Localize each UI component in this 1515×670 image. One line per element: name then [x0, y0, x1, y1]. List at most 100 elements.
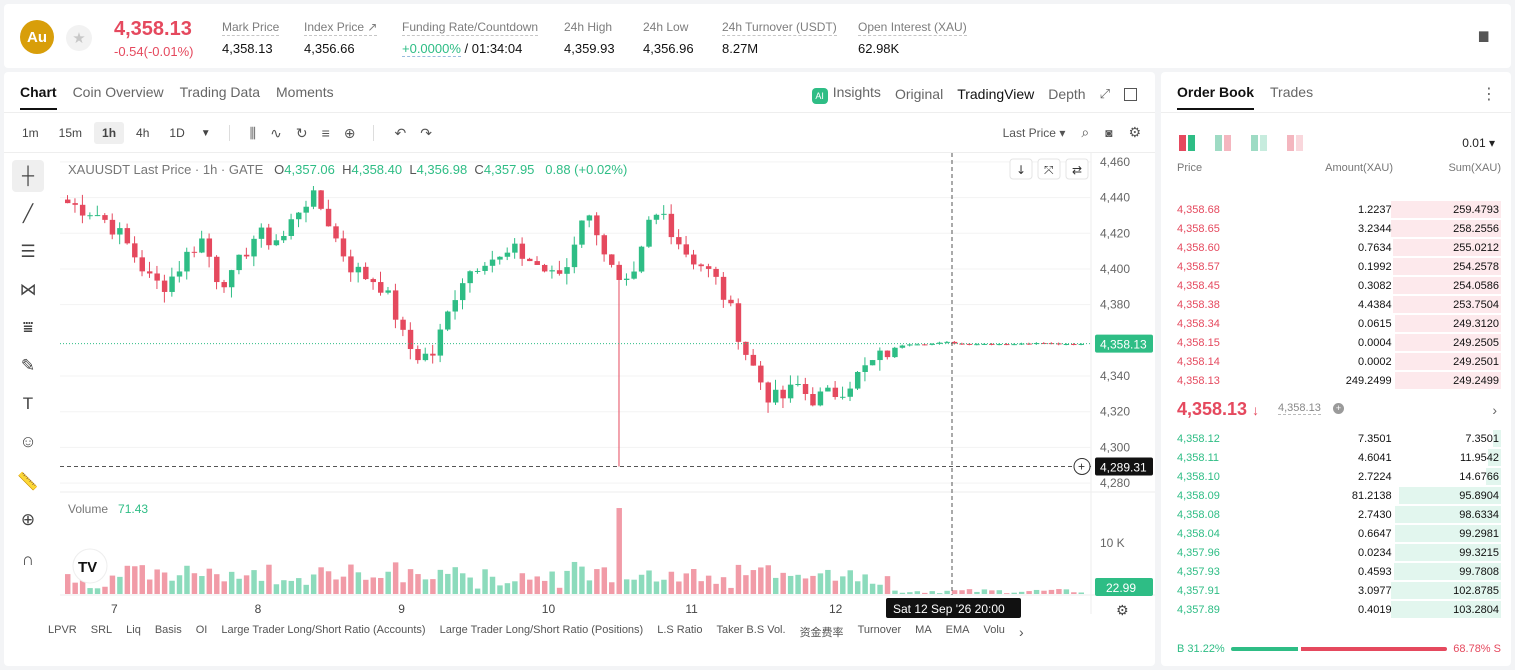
candle-body [594, 215, 600, 236]
timeframe-dropdown-icon[interactable]: ▼ [200, 127, 211, 139]
tab-depth[interactable]: Depth [1048, 86, 1086, 102]
orderbook-row[interactable]: 4,358.10 2.7224 14.6766 [1161, 467, 1511, 486]
crosshair-icon[interactable]: ┼ [12, 160, 44, 192]
orderbook-row[interactable]: 4,358.09 81.2138 95.8904 [1161, 486, 1511, 505]
orderbook-row[interactable]: 4,358.13 249.2499 249.2499 [1161, 371, 1511, 390]
orderbook-row[interactable]: 4,357.89 0.4019 103.2804 [1161, 600, 1511, 619]
more-icon[interactable]: ⋮ [1481, 86, 1497, 103]
templates-icon[interactable]: ≡ [321, 125, 330, 141]
undo-icon[interactable]: ↶ [394, 124, 407, 141]
indicators-icon[interactable]: ∿ [270, 124, 282, 141]
volume-bar [981, 589, 988, 594]
orderbook-row[interactable]: 4,358.45 0.3082 254.0586 [1161, 276, 1511, 295]
settings-icon[interactable]: ⚙ [1128, 124, 1141, 140]
trend-line-icon[interactable]: ╱ [22, 204, 34, 223]
expand-icon[interactable]: ⤢ [1099, 86, 1110, 101]
mode-bids-icon[interactable] [1215, 135, 1231, 151]
indicator-item[interactable]: Liq [126, 624, 141, 636]
tab-moments[interactable]: Moments [276, 84, 334, 100]
orderbook-row[interactable]: 4,358.15 0.0004 249.2505 [1161, 333, 1511, 352]
down-arrow-icon: ↓ [1252, 402, 1260, 418]
tab-order-book[interactable]: Order Book [1177, 84, 1255, 110]
orderbook-row[interactable]: 4,358.38 4.4384 253.7504 [1161, 295, 1511, 314]
indicator-item[interactable]: OI [195, 624, 208, 636]
replay-icon[interactable]: ↻ [295, 124, 308, 141]
indicator-item[interactable]: Large Trader Long/Short Ratio (Accounts) [221, 624, 426, 636]
fib-icon[interactable]: ⩸ [22, 318, 34, 337]
tab-original[interactable]: Original [894, 86, 944, 102]
orderbook-row[interactable]: 4,358.11 4.6041 11.9542 [1161, 448, 1511, 467]
orderbook-row[interactable]: 4,358.57 0.1992 254.2578 [1161, 257, 1511, 276]
candle-body [728, 299, 734, 304]
chevron-right-icon[interactable]: › [1018, 624, 1024, 640]
cursor-price-tag: 4,289.31 [1100, 460, 1147, 474]
timeframe-1m[interactable]: 1m [22, 126, 39, 140]
orderbook-row[interactable]: 4,357.91 3.0977 102.8785 [1161, 581, 1511, 600]
precision-select[interactable]: 0.01 ▾ [1462, 136, 1495, 150]
indicator-item[interactable]: Turnover [857, 624, 902, 636]
add-alert-icon[interactable]: ⊕ [343, 124, 356, 141]
camera-icon[interactable]: ◙ [1105, 125, 1113, 140]
candle-body [974, 344, 980, 346]
ruler-icon[interactable]: 📏 [17, 472, 39, 491]
indicator-item[interactable]: SRL [90, 624, 113, 636]
timeframe-4h[interactable]: 4h [136, 126, 150, 140]
price-chart[interactable]: 4,460 4,440 4,420 4,400 4,380 4,340 4,320 4,300… [4, 72, 1155, 666]
text-tool-icon[interactable]: T [22, 394, 34, 413]
indicator-item[interactable]: EMA [945, 624, 970, 636]
stat-index-price[interactable]: Index Price ↗ 4,356.66 [304, 18, 378, 56]
mode-both-icon[interactable] [1179, 135, 1195, 151]
indicator-item[interactable]: Taker B.S Vol. [716, 624, 786, 636]
orderbook-row[interactable]: 4,358.04 0.6647 99.2981 [1161, 524, 1511, 543]
indicator-item[interactable]: Volu [983, 624, 1005, 636]
emoji-icon[interactable]: ☺ [19, 432, 37, 451]
orderbook-row[interactable]: 4,358.60 0.7634 255.0212 [1161, 238, 1511, 257]
orderbook-row[interactable]: 4,357.93 0.4593 99.7808 [1161, 562, 1511, 581]
candle-body [310, 190, 317, 207]
candle-body [661, 213, 667, 215]
tab-coin-overview[interactable]: Coin Overview [72, 84, 164, 100]
indicator-item[interactable]: 资金费率 [799, 627, 844, 639]
tab-chart[interactable]: Chart [20, 84, 57, 110]
orderbook-row[interactable]: 4,358.68 1.2237 259.4793 [1161, 200, 1511, 219]
orderbook-row[interactable]: 4,358.14 0.0002 249.2501 [1161, 352, 1511, 371]
horizontal-lines-icon[interactable]: ☰ [20, 242, 36, 261]
timeframe-1h[interactable]: 1h [94, 122, 125, 144]
volume-bar [370, 577, 377, 594]
orderbook-row[interactable]: 4,358.34 0.0615 249.3120 [1161, 314, 1511, 333]
indicator-item[interactable]: Basis [154, 624, 182, 636]
window-icon[interactable] [1124, 87, 1137, 101]
magnet-icon[interactable]: ∩ [21, 550, 35, 569]
favorite-star-icon[interactable]: ★ [66, 25, 92, 51]
tab-trades[interactable]: Trades [1270, 84, 1314, 100]
timeframe-1d[interactable]: 1D [169, 126, 185, 140]
zoom-in-icon[interactable]: ⊕ [20, 510, 36, 529]
candle-body [892, 347, 898, 358]
indicator-item[interactable]: L.S Ratio [657, 624, 703, 636]
indicator-item[interactable]: Large Trader Long/Short Ratio (Positions… [439, 624, 644, 636]
mode-asks-icon[interactable] [1251, 135, 1267, 151]
tab-trading-data[interactable]: Trading Data [179, 84, 261, 100]
pattern-icon[interactable]: ⋈ [19, 280, 37, 299]
tab-tradingview[interactable]: TradingView [957, 86, 1035, 102]
brush-icon[interactable]: ✎ [20, 356, 36, 375]
orderbook-row[interactable]: 4,358.08 2.7430 98.6334 [1161, 505, 1511, 524]
indicator-item[interactable]: LPVR [48, 624, 77, 636]
book-icon[interactable]: ▆ [1479, 28, 1489, 42]
row-amount: 4.6041 [1358, 451, 1392, 464]
redo-icon[interactable]: ↷ [420, 124, 432, 141]
search-icon[interactable]: ⌕ [1081, 124, 1090, 140]
orderbook-row[interactable]: 4,358.65 3.2344 258.2556 [1161, 219, 1511, 238]
candle-body [929, 343, 935, 345]
mode-depth-icon[interactable] [1287, 135, 1303, 151]
orderbook-row[interactable]: 4,358.12 7.3501 7.3501 [1161, 429, 1511, 448]
orderbook-row[interactable]: 4,357.96 0.0234 99.3215 [1161, 543, 1511, 562]
price-type-select[interactable]: Last Price ▾ [1002, 125, 1066, 140]
stat-mark-price: Mark Price 4,358.13 [222, 18, 280, 56]
tab-insights[interactable]: AI Insights [811, 84, 881, 104]
candle-type-icon[interactable]: ⫼ [249, 124, 257, 141]
timeframe-15m[interactable]: 15m [58, 126, 83, 140]
indicator-item[interactable]: MA [915, 624, 932, 636]
chevron-right-icon[interactable]: › [1492, 402, 1497, 418]
candle-body [333, 226, 339, 239]
